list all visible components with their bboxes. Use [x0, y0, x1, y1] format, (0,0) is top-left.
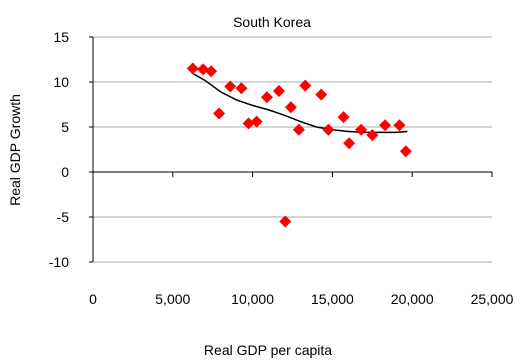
x-tick-label: 20,000: [391, 291, 434, 307]
data-point: [355, 123, 368, 136]
data-point: [399, 145, 412, 158]
y-tick-label: -10: [49, 254, 69, 270]
y-tick-label: 0: [61, 164, 69, 180]
data-point: [186, 62, 199, 75]
data-point: [292, 123, 305, 136]
data-point: [379, 119, 392, 132]
data-point: [213, 107, 226, 120]
y-tick-label: -5: [57, 209, 70, 225]
data-point: [315, 88, 328, 101]
data-point: [284, 101, 297, 114]
data-point: [224, 80, 237, 93]
chart-title: South Korea: [233, 14, 311, 30]
data-point: [337, 111, 350, 124]
data-point: [250, 115, 263, 128]
tick-labels: -10 -5 0 5 10 15 0 5,000 10,000 15,000 20,000 25,00…: [49, 29, 514, 307]
data-points: [186, 62, 412, 228]
data-point: [279, 215, 292, 228]
data-point: [393, 119, 406, 132]
x-axis-label: Real GDP per capita: [204, 342, 332, 358]
y-tick-label: 15: [53, 29, 69, 45]
x-tick-label: 25,000: [471, 291, 514, 307]
x-tick-label: 15,000: [311, 291, 354, 307]
data-point: [343, 137, 356, 150]
y-tick-label: 10: [53, 74, 69, 90]
y-axis-label: Real GDP Growth: [7, 94, 23, 206]
x-tick-label: 5,000: [155, 291, 190, 307]
axes: [89, 36, 493, 263]
y-tick-label: 5: [61, 119, 69, 135]
data-point: [299, 79, 312, 92]
data-point: [197, 63, 210, 76]
data-point: [242, 117, 255, 130]
data-point: [322, 123, 335, 136]
data-point: [260, 91, 273, 104]
data-point: [272, 85, 285, 97]
data-point: [235, 82, 248, 95]
x-tick-label: 0: [89, 291, 97, 307]
gridlines: [93, 36, 492, 263]
x-tick-label: 10,000: [231, 291, 274, 307]
data-point: [205, 65, 218, 78]
data-point: [366, 129, 379, 142]
trendline: [193, 73, 408, 134]
